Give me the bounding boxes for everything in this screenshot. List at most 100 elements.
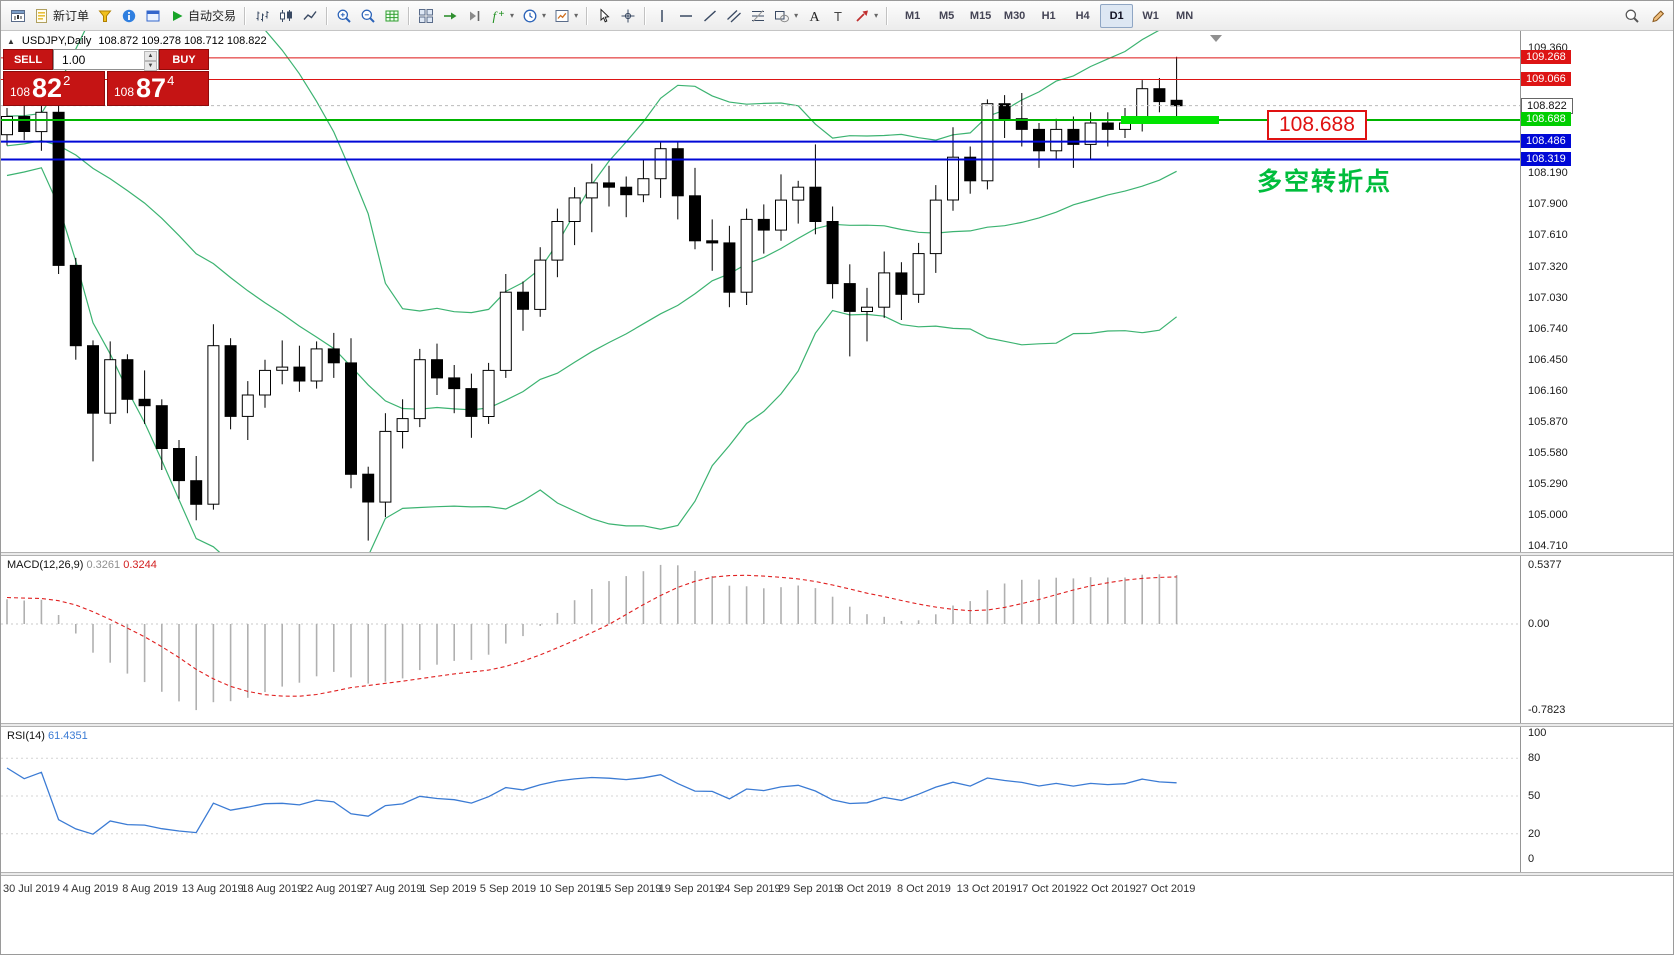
candlestick-chart-button[interactable] [274, 3, 298, 29]
timeframe-w1[interactable]: W1 [1142, 9, 1159, 22]
symbol-period-label: USDJPY,Daily [21, 35, 92, 47]
indicators-glyph: f + [493, 8, 505, 23]
periods-button[interactable]: ▾ [518, 3, 550, 29]
trade-panel-collapse-icon[interactable]: ▲ [7, 36, 15, 46]
timeframe-m15[interactable]: M15 [969, 9, 992, 22]
buy-button[interactable]: BUY [159, 49, 209, 70]
grid-glyph [385, 10, 399, 21]
ohlc-values: 108.872 109.278 108.712 108.822 [98, 35, 267, 47]
date-label: 5 Sep 2019 [479, 883, 537, 895]
grid-button[interactable] [380, 3, 404, 29]
panel-splitter[interactable] [1, 723, 1673, 727]
bluewin-glyph [146, 10, 160, 21]
candle-body [310, 348, 323, 382]
search-button[interactable] [1620, 3, 1644, 29]
candle-body [809, 186, 822, 222]
panel-splitter[interactable] [1, 552, 1673, 556]
candle-body [52, 111, 65, 266]
candle-body [568, 197, 581, 222]
chart-window: ▲ USDJPY,Daily 108.872 109.278 108.712 1… [1, 31, 1673, 954]
chart-window-icon[interactable] [6, 3, 30, 29]
price-tag-108.319: 108.319 [1521, 151, 1571, 166]
highlight-segment[interactable] [1121, 116, 1219, 124]
shapes-button[interactable]: ▾ [770, 3, 802, 29]
autotrading-button-label: 自动交易 [188, 9, 237, 23]
spinner-down-icon[interactable]: ▼ [144, 61, 157, 71]
macd-axis-label: -0.7823 [1528, 704, 1566, 717]
trendline-button[interactable] [698, 3, 722, 29]
volume-input[interactable]: 1.00 ▲ ▼ [53, 49, 159, 71]
draw-button[interactable] [1646, 3, 1670, 29]
rsi-label: RSI(14) 61.4351 [7, 730, 88, 742]
toolbar-separator [408, 6, 411, 25]
bars-glyph [256, 10, 269, 21]
candle-body [878, 272, 891, 308]
macd-signal-line [6, 574, 1177, 697]
chart-shift-button[interactable] [462, 3, 486, 29]
auto-scroll-button[interactable] [438, 3, 462, 29]
timeframe-m1[interactable]: M1 [904, 9, 921, 22]
timeframe-group: M1 M5 M15 M30 H1 H4 D1 W1 MN [896, 3, 1201, 28]
svg-text:f: f [493, 8, 499, 23]
clock-glyph [523, 9, 537, 22]
volume-spinner[interactable]: ▲ ▼ [144, 51, 157, 71]
timeframe-mn[interactable]: MN [1176, 9, 1194, 22]
price-scale[interactable]: 109.360 108.190 107.900 107.610 107.320 107.0… [1520, 31, 1673, 876]
candle-body [1101, 122, 1114, 130]
channel-button[interactable] [722, 3, 746, 29]
timeframe-d1[interactable]: D1 [1100, 3, 1134, 28]
svg-text:+: + [499, 9, 505, 20]
candle-body [861, 306, 873, 313]
candle-body [706, 240, 719, 244]
fibonacci-button[interactable] [746, 3, 770, 29]
text-label-button[interactable]: T [826, 3, 850, 29]
candle-body [448, 377, 461, 390]
sell-price-button[interactable]: 108 82 2 [3, 71, 105, 106]
cursor-button[interactable] [592, 3, 616, 29]
data-window-button[interactable] [141, 3, 165, 29]
date-label: 15 Sep 2019 [599, 883, 662, 895]
candle-body [155, 405, 168, 450]
text-button[interactable]: A [802, 3, 826, 29]
history-center-button[interactable] [93, 3, 117, 29]
time-scale[interactable]: 30 Jul 2019 4 Aug 2019 8 Aug 2019 13 Aug 20… [1, 876, 1673, 954]
market-watch-button[interactable] [117, 3, 141, 29]
crosshair-button[interactable] [616, 3, 640, 29]
shift-glyph [470, 10, 480, 21]
buy-price-button[interactable]: 108 87 4 [107, 71, 209, 106]
zoom-in-button[interactable] [332, 3, 356, 29]
timeframe-m5[interactable]: M5 [938, 9, 955, 22]
rsi-axis-label: 20 [1528, 827, 1541, 840]
horizontal-line-button[interactable] [674, 3, 698, 29]
tile-windows-button[interactable] [414, 3, 438, 29]
date-label: 24 Sep 2019 [718, 883, 781, 895]
price-annotation-box[interactable]: 108.688 [1267, 110, 1367, 140]
candle-body [104, 359, 117, 414]
text-annotation[interactable]: 多空转折点 [1257, 168, 1393, 196]
arrows-button[interactable]: ▾ [850, 3, 882, 29]
candle-body [843, 283, 856, 312]
bar-chart-button[interactable] [250, 3, 274, 29]
timeframe-h1[interactable]: H1 [1041, 9, 1056, 22]
vertical-line-button[interactable] [650, 3, 674, 29]
timeframe-m30[interactable]: M30 [1003, 9, 1026, 22]
indicators-button[interactable]: f + ▾ [486, 3, 518, 29]
candle-body [1050, 128, 1063, 152]
rsi-panel[interactable] [1, 727, 1520, 872]
sell-button[interactable]: SELL [3, 49, 53, 70]
date-label: 19 Sep 2019 [658, 883, 721, 895]
chart-shift-marker-icon[interactable] [1210, 35, 1222, 42]
candle-body [1015, 118, 1028, 130]
timeframe-h4[interactable]: H4 [1075, 9, 1090, 22]
spinner-up-icon[interactable]: ▲ [144, 51, 157, 61]
templates-button[interactable]: ▾ [550, 3, 582, 29]
new-order-button[interactable]: 新订单 [30, 3, 93, 29]
autotrading-button[interactable]: 自动交易 [165, 3, 240, 29]
line-chart-button[interactable] [298, 3, 322, 29]
panel-splitter[interactable] [1, 872, 1673, 876]
zoom-out-button[interactable] [356, 3, 380, 29]
toolbar-separator [644, 6, 647, 25]
play-glyph [173, 10, 183, 21]
macd-panel[interactable] [1, 556, 1520, 723]
price-chart[interactable] [1, 31, 1520, 552]
